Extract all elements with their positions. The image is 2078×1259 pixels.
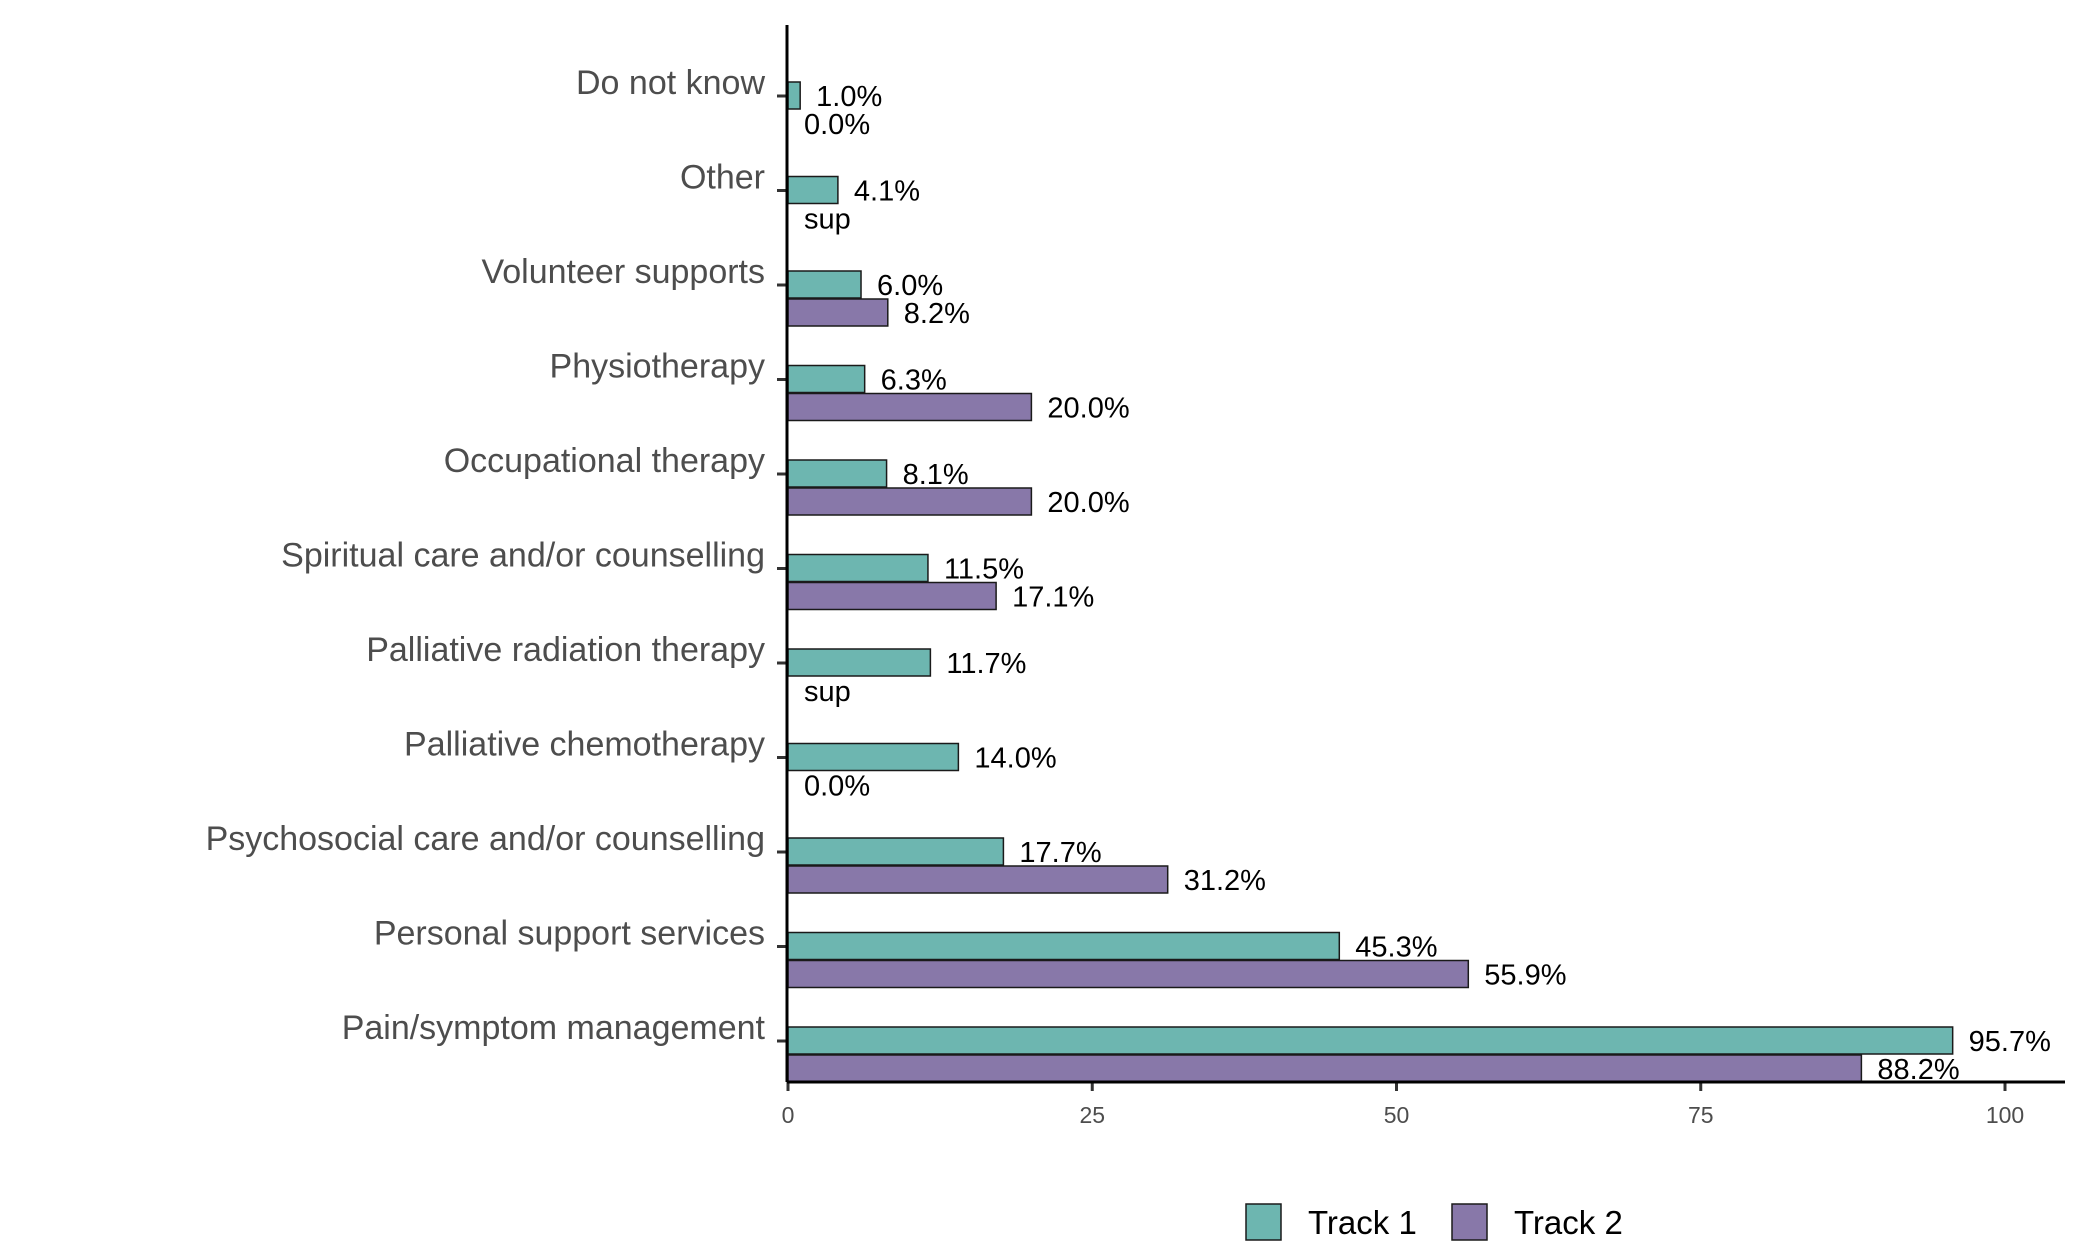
value-label-track-2: 55.9% — [1484, 960, 1566, 992]
legend: Track 1 Track 2 — [1245, 1203, 1623, 1241]
legend-swatch — [1451, 1203, 1488, 1241]
legend-label: Track 2 — [1514, 1204, 1623, 1241]
x-tick-label: 0 — [782, 1102, 795, 1128]
value-label-track-2: 31.2% — [1184, 865, 1266, 897]
bar-track-1 — [787, 1026, 1954, 1055]
bar-track-2 — [787, 298, 889, 327]
x-tick-label: 75 — [1688, 1102, 1714, 1128]
category-label: Spiritual care and/or counselling — [281, 537, 765, 575]
value-label-track-1: 4.1% — [854, 176, 920, 208]
bar-track-1 — [787, 364, 866, 394]
value-label-track-2: 0.0% — [804, 771, 870, 803]
bar-track-1 — [787, 175, 839, 205]
x-axis-ticks: 0 25 50 75 100 — [782, 1082, 2024, 1128]
bar-track-1 — [787, 648, 932, 677]
value-label-track-1: 6.0% — [877, 270, 943, 302]
value-label-track-1: 11.5% — [944, 554, 1024, 586]
value-label-track-2: sup — [804, 204, 851, 236]
bar-track-1 — [787, 81, 801, 110]
bar-track-1 — [787, 553, 929, 583]
bar-track-2 — [787, 392, 1033, 422]
x-tick-label: 50 — [1384, 1102, 1410, 1128]
bar-track-1 — [787, 742, 960, 772]
value-label-track-1: 14.0% — [974, 743, 1056, 775]
bar-track-1 — [787, 931, 1341, 961]
category-label: Other — [680, 159, 765, 197]
category-label: Physiotherapy — [550, 348, 765, 386]
bar-track-1 — [787, 837, 1005, 866]
legend-swatch — [1245, 1203, 1282, 1241]
value-label-track-2: 0.0% — [804, 109, 870, 141]
bar-track-2 — [787, 487, 1033, 516]
category-label: Do not know — [576, 64, 765, 102]
category-label: Palliative chemotherapy — [404, 726, 765, 764]
bar-track-2 — [787, 865, 1169, 894]
bar-track-1 — [787, 459, 888, 488]
value-label-track-2: 17.1% — [1012, 582, 1094, 614]
value-label-track-2: 20.0% — [1047, 393, 1129, 425]
value-label-track-2: 20.0% — [1047, 487, 1129, 519]
value-label-track-1: 11.7% — [946, 648, 1026, 680]
value-label-track-1: 45.3% — [1355, 932, 1437, 964]
category-label: Occupational therapy — [444, 442, 765, 480]
x-tick-label: 100 — [1986, 1102, 2024, 1128]
value-label-track-2: sup — [804, 676, 851, 708]
legend-label: Track 1 — [1308, 1204, 1417, 1241]
category-label: Personal support services — [374, 915, 765, 953]
category-labels: Pain/symptom management Personal support … — [206, 64, 766, 1047]
value-labels: 95.7%88.2%45.3%55.9%17.7%31.2%14.0%0.0%1… — [804, 81, 2051, 1086]
category-label: Volunteer supports — [481, 253, 765, 291]
value-label-track-1: 17.7% — [1019, 837, 1101, 869]
value-label-track-1: 6.3% — [881, 365, 947, 397]
value-label-track-1: 1.0% — [816, 81, 882, 113]
bar-track-2 — [787, 581, 997, 611]
bar-track-2 — [787, 1054, 1863, 1083]
bar-track-1 — [787, 270, 862, 299]
value-label-track-1: 95.7% — [1969, 1026, 2051, 1058]
x-tick-label: 25 — [1079, 1102, 1105, 1128]
category-label: Palliative radiation therapy — [366, 631, 765, 669]
bar-track-2 — [787, 959, 1470, 989]
value-label-track-1: 8.1% — [903, 459, 969, 491]
category-label: Psychosocial care and/or counselling — [206, 820, 765, 858]
value-label-track-2: 8.2% — [904, 298, 970, 330]
y-axis-ticks — [777, 94, 787, 1043]
category-label: Pain/symptom management — [342, 1009, 766, 1047]
